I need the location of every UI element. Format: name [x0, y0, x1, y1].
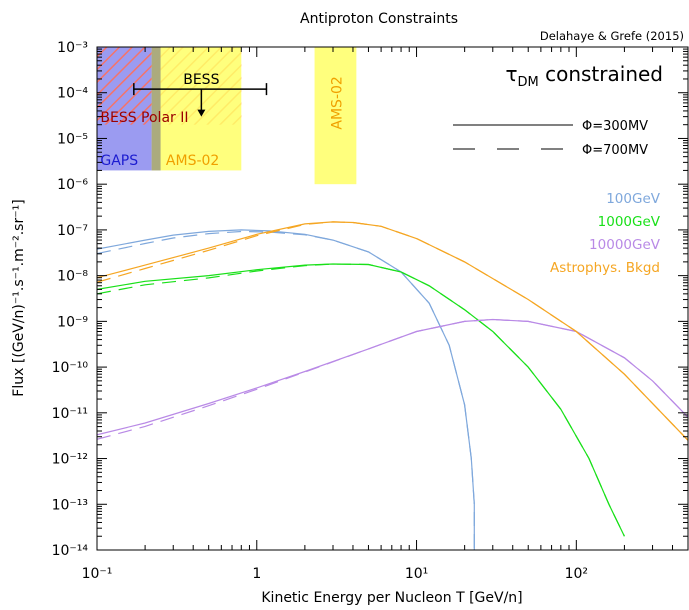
chart-title: Antiproton Constraints [300, 11, 458, 27]
y-tick-label: 10⁻¹¹ [52, 406, 88, 422]
curve-1000gev-700mv [97, 263, 625, 537]
y-tick-label: 10⁻⁵ [57, 131, 88, 147]
bess-marker: BESS [133, 72, 268, 117]
y-tick-label: 10⁻⁴ [57, 86, 88, 102]
curve-astrophys-bkgd-300mv [97, 221, 688, 441]
axis-ticks [96, 46, 689, 551]
legend-1000gev: 1000GeV [598, 214, 661, 230]
gaps-label: GAPS [100, 153, 138, 169]
flux-curves [97, 221, 688, 550]
x-axis-label: Kinetic Energy per Nucleon T [GeV/n] [261, 590, 522, 606]
region-overlap [151, 47, 161, 171]
tau-dm-annotation: τDM constrained [505, 62, 663, 90]
y-tick-label: 10⁻¹⁴ [52, 543, 89, 559]
y-tick-label: 10⁻⁷ [57, 223, 88, 239]
y-tick-label: 10⁻⁹ [57, 314, 88, 330]
legend-astrophys-bkgd: Astrophys. Bkgd [550, 260, 660, 276]
x-tick-label: 1 [252, 566, 261, 582]
curve-10000gev-700mv [97, 318, 688, 440]
line-style-legend: Φ=300MV Φ=700MV [453, 119, 648, 158]
y-axis-label: Flux [(GeV/n)⁻¹.s⁻¹.m⁻².sr⁻¹] [11, 199, 27, 396]
x-tick-label: 10¹ [405, 566, 428, 582]
curve-100gev-700mv [97, 230, 475, 550]
bess-polar-label: BESS Polar II [100, 110, 188, 126]
y-tick-label: 10⁻⁸ [57, 269, 88, 285]
tau-subscript: DM [518, 75, 539, 90]
tau-symbol: τ [505, 62, 517, 86]
curve-100gev-300mv [97, 229, 475, 550]
tau-rest: constrained [539, 62, 663, 86]
y-tick-label: 10⁻¹³ [52, 497, 88, 513]
plot-frame [96, 46, 689, 551]
legend-100gev: 100GeV [606, 191, 661, 207]
bess-arrow-head [197, 109, 206, 117]
legend-label-solid: Φ=300MV [582, 119, 648, 134]
chart-credit: Delahaye & Grefe (2015) [540, 29, 684, 43]
region-ams-02-2 [151, 47, 242, 171]
curve-1000gev-300mv [97, 263, 625, 537]
y-tick-label: 10⁻³ [57, 40, 88, 56]
series-legend: 100GeV 1000GeV 10000GeV Astrophys. Bkgd [550, 191, 661, 276]
legend-label-dashed: Φ=700MV [582, 143, 648, 158]
x-tick-label: 10² [565, 566, 588, 582]
legend-10000gev: 10000GeV [589, 237, 661, 253]
y-tick-label: 10⁻¹⁰ [52, 360, 89, 376]
ams-02-high-label: AMS-02 [330, 76, 346, 129]
y-tick-label: 10⁻¹² [52, 452, 88, 468]
x-tick-label: 10⁻¹ [82, 566, 113, 582]
ams-02-label: AMS-02 [166, 153, 219, 169]
y-tick-label: 10⁻⁶ [57, 177, 88, 193]
axis-tick-labels: 10⁻¹ 1 10¹ 10² 10⁻¹⁴ 10⁻¹³ 10⁻¹² 10⁻¹¹ 10⁻¹⁰ 10⁻⁹… [52, 40, 588, 582]
curve-10000gev-300mv [97, 318, 688, 436]
experiment-regions: BESS Polar II GAPS AMS-02 AMS-02 [97, 47, 357, 185]
region-ams-02-3 [314, 47, 357, 185]
bess-label: BESS [183, 72, 219, 88]
